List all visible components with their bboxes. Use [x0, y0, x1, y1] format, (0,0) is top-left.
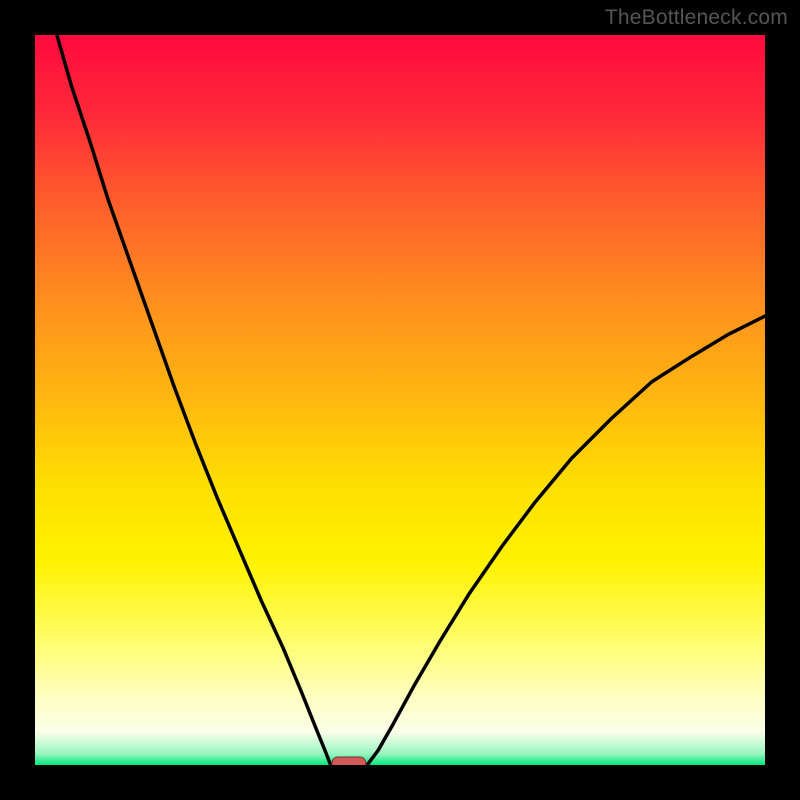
bottleneck-curve-chart [0, 0, 800, 800]
chart-stage: TheBottleneck.com [0, 0, 800, 800]
watermark-text: TheBottleneck.com [605, 6, 788, 30]
frame-border [0, 0, 35, 800]
frame-border [765, 0, 800, 800]
frame-border [0, 765, 800, 800]
gradient-background [35, 35, 765, 765]
